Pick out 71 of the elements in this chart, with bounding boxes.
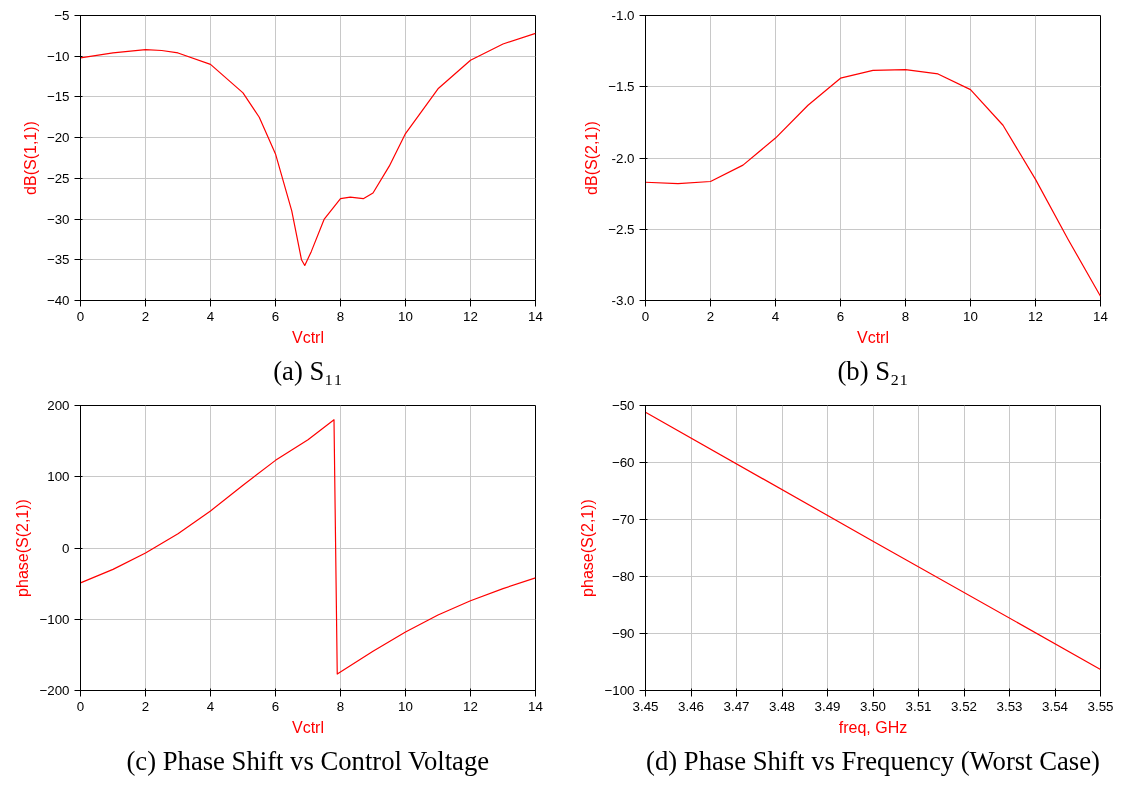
x-tick-label: 0 <box>641 308 650 324</box>
x-tick-label: 12 <box>463 308 478 324</box>
y-tick-label: −20 <box>46 130 70 146</box>
x-tick-label: 10 <box>963 308 978 324</box>
x-tick-label: 3.47 <box>723 698 750 714</box>
y-tick-label: −40 <box>46 293 70 308</box>
y-tick-label: −90 <box>611 626 635 641</box>
x-axis-title: freq, GHz <box>838 718 908 736</box>
x-tick-label: 0 <box>76 698 85 714</box>
y-tick-label: −30 <box>46 211 70 227</box>
x-tick-label: 3.54 <box>1042 698 1069 714</box>
x-tick-label: 0 <box>76 308 85 324</box>
y-tick-label: −80 <box>611 569 635 584</box>
x-tick-label: 3.51 <box>905 698 932 714</box>
y-tick-label: −25 <box>46 170 70 186</box>
x-tick-label: 8 <box>901 308 910 324</box>
x-tick-label: 2 <box>141 308 150 324</box>
y-tick-label: −200 <box>39 683 70 698</box>
x-tick-label: 6 <box>836 308 845 324</box>
y-tick-label: −50 <box>611 398 635 413</box>
x-tick-label: 3.45 <box>632 698 659 714</box>
x-tick-label: 6 <box>271 698 280 714</box>
y-tick-label: −1.5 <box>608 79 635 95</box>
x-tick-label: 4 <box>206 698 215 714</box>
y-tick-label: 200 <box>47 398 70 413</box>
y-tick-label: −10 <box>46 48 70 64</box>
x-tick-label: 14 <box>528 308 544 324</box>
y-axis-title: phase(S(2,1)) <box>14 499 32 597</box>
x-tick-label: 12 <box>1028 308 1043 324</box>
x-tick-label: 8 <box>336 698 345 714</box>
y-tick-label: −100 <box>604 683 635 698</box>
y-tick-label: −2.5 <box>608 221 635 237</box>
x-tick-label: 3.49 <box>814 698 841 714</box>
x-tick-label: 3.53 <box>996 698 1023 714</box>
y-tick-label: 0 <box>62 540 70 556</box>
y-tick-label: −15 <box>46 89 70 105</box>
y-tick-label: −60 <box>611 455 635 470</box>
y-tick-label: −35 <box>46 252 70 268</box>
y-tick-label: −100 <box>39 611 70 627</box>
text: (b) S₂₁ <box>837 355 909 386</box>
x-tick-label: 12 <box>463 698 478 714</box>
x-tick-label: 3.48 <box>769 698 795 714</box>
y-tick-label: -3.0 <box>611 293 635 308</box>
x-axis-title: Vctrl <box>292 718 324 736</box>
x-tick-label: 6 <box>271 308 280 324</box>
x-tick-label: 10 <box>398 698 413 714</box>
x-tick-label: 4 <box>206 308 215 324</box>
x-tick-label: 8 <box>336 308 345 324</box>
x-axis-title: Vctrl <box>857 328 889 346</box>
x-tick-label: 4 <box>771 308 780 324</box>
y-tick-label: -1.0 <box>611 8 635 23</box>
y-axis-title: dB(S(1,1)) <box>21 121 39 195</box>
text: (a) S₁₁ <box>273 355 343 386</box>
text: (c) Phase Shift vs Control Voltage <box>126 745 490 776</box>
x-tick-label: 2 <box>141 698 150 714</box>
y-axis-title: phase(S(2,1)) <box>579 499 597 597</box>
x-axis-title: Vctrl <box>292 328 324 346</box>
x-tick-label: 10 <box>398 308 413 324</box>
y-tick-label: 100 <box>47 469 70 485</box>
y-axis-title: dB(S(2,1)) <box>583 121 601 195</box>
x-tick-label: 14 <box>1093 308 1109 324</box>
x-tick-label: 3.52 <box>951 698 977 714</box>
y-tick-label: −70 <box>611 512 635 527</box>
x-tick-label: 3.55 <box>1087 698 1114 714</box>
text: (d) Phase Shift vs Frequency (Worst Case) <box>646 745 1100 776</box>
y-tick-label: -2.0 <box>611 150 635 166</box>
x-tick-label: 2 <box>706 308 715 324</box>
y-tick-label: −5 <box>54 8 70 23</box>
x-tick-label: 14 <box>528 698 544 714</box>
x-tick-label: 3.46 <box>678 698 704 714</box>
x-tick-label: 3.50 <box>860 698 886 714</box>
